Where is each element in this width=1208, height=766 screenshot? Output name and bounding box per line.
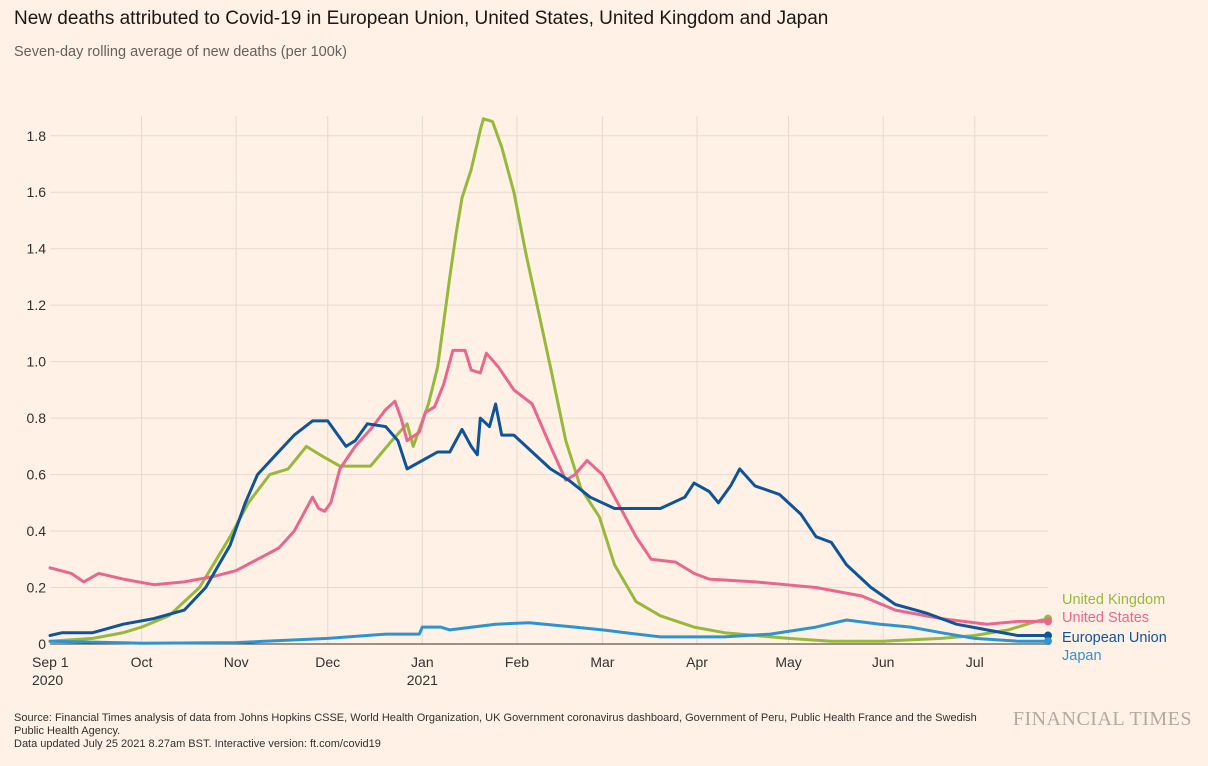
series-end-dot: [1044, 617, 1052, 626]
brand-logo: FINANCIAL TIMES: [1012, 708, 1192, 730]
x-tick-label: Jul: [966, 654, 984, 670]
series-end-dot: [1044, 631, 1052, 640]
series-label: United States: [1062, 610, 1149, 626]
y-tick-label: 1.2: [27, 297, 47, 313]
chart-subtitle: Seven-day rolling average of new deaths …: [14, 44, 347, 60]
x-tick-label: Mar: [590, 654, 614, 670]
series-line: [48, 618, 1050, 645]
y-tick-label: 1.8: [27, 128, 47, 144]
series-line: [48, 402, 1050, 637]
x-tick-label: Jun: [872, 654, 895, 670]
footer: Source: Financial Times analysis of data…: [14, 712, 1004, 751]
x-axis: Sep 1 2020 Oct Nov Dec Jan 2021 Feb Mar Apr May Jun…: [32, 654, 984, 688]
x-tick-label: Dec: [315, 654, 340, 670]
series-label: United Kingdom: [1062, 592, 1165, 608]
line-chart: 0 0.2 0.4 0.6 0.8 1.0 1.2 1.4 1.6 1.8 Sep 1 2020 Oc…: [27, 116, 1167, 688]
series-line: [48, 117, 1050, 643]
series-labels: United Kingdom United States European Unio…: [1062, 592, 1167, 664]
series-label: European Union: [1062, 630, 1167, 646]
x-tick-label: May: [775, 654, 801, 670]
series-line: [48, 348, 1050, 626]
y-tick-label: 0.2: [27, 580, 47, 596]
y-tick-label: 0.4: [27, 523, 47, 539]
x-tick-label: Feb: [505, 654, 529, 670]
y-tick-label: 1.4: [27, 241, 47, 257]
series-lines: [48, 117, 1052, 646]
source-note: Source: Financial Times analysis of data…: [14, 712, 977, 737]
y-tick-label: 0.6: [27, 467, 47, 483]
y-tick-label: 0.8: [27, 410, 47, 426]
y-axis: 0 0.2 0.4 0.6 0.8 1.0 1.2 1.4 1.6 1.8: [27, 128, 47, 652]
x-tick-year: 2021: [407, 672, 438, 688]
x-tick-label: Sep 1: [32, 654, 69, 670]
y-tick-label: 1.6: [27, 184, 47, 200]
updated-note: Data updated July 25 2021 8.27am BST. In…: [14, 738, 381, 750]
x-tick-label: Apr: [686, 654, 708, 670]
series-end-dot: [1044, 637, 1052, 646]
series-label: Japan: [1062, 648, 1102, 664]
chart-title: New deaths attributed to Covid-19 in Eur…: [14, 8, 829, 29]
grid-lines: [50, 116, 1048, 645]
x-tick-year: 2020: [32, 672, 63, 688]
y-tick-label: 0: [38, 636, 46, 652]
x-tick-label: Nov: [224, 654, 249, 670]
x-tick-label: Jan: [411, 654, 434, 670]
x-tick-label: Oct: [131, 654, 153, 670]
y-tick-label: 1.0: [27, 354, 47, 370]
